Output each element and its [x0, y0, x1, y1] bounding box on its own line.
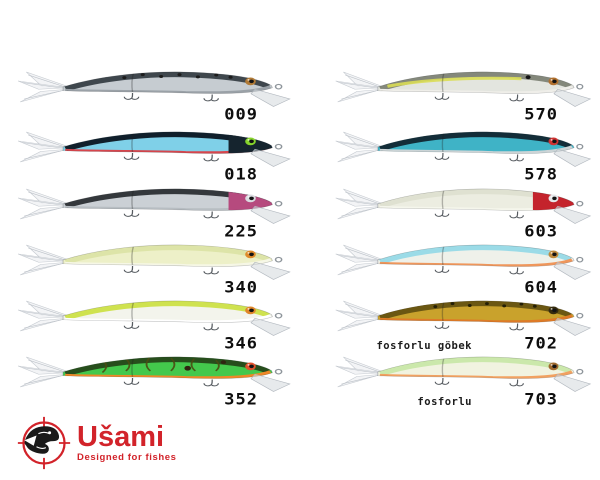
- lure-cell-604: 604: [330, 239, 598, 297]
- brand-text-block: Ušami Designed for fishes: [77, 421, 177, 464]
- lure-image: [335, 188, 591, 224]
- brand-logo: Ušami Designed for fishes: [16, 414, 177, 472]
- lure-cell-702: 702 fosforlu göbek: [330, 295, 598, 353]
- lure-cell-578: 578: [330, 126, 598, 184]
- lure-image: [335, 300, 591, 336]
- lure-image: [335, 131, 591, 167]
- lure-image: [335, 244, 591, 280]
- product-code-label: 570: [524, 105, 558, 124]
- lure-image: [17, 188, 291, 224]
- lure-cell-570: 570: [330, 66, 598, 124]
- product-code-label: 604: [524, 278, 558, 297]
- product-note-label: fosforlu göbek: [376, 340, 472, 352]
- lure-cell-340: 340: [12, 239, 298, 297]
- product-note-label: fosforlu: [417, 396, 472, 408]
- lure-image: [335, 356, 591, 392]
- lure-cell-225: 225: [12, 183, 298, 241]
- product-code-label: 346: [224, 334, 258, 353]
- product-code-label: 340: [224, 278, 258, 297]
- product-code-label: 352: [224, 390, 258, 409]
- lure-cell-018: 018: [12, 126, 298, 184]
- lure-image: [17, 300, 291, 336]
- product-code-label: 578: [524, 165, 558, 184]
- product-code-label: 702: [524, 334, 558, 353]
- product-code-label: 225: [224, 222, 258, 241]
- product-code-label: 603: [524, 222, 558, 241]
- lure-cell-603: 603: [330, 183, 598, 241]
- product-code-label: 703: [524, 390, 558, 409]
- lure-image: [17, 131, 291, 167]
- lure-image: [17, 356, 291, 392]
- lure-cell-352: 352: [12, 351, 298, 409]
- fish-crosshair-icon: [17, 416, 71, 470]
- lure-image: [17, 244, 291, 280]
- lure-cell-346: 346: [12, 295, 298, 353]
- lure-image: [335, 71, 591, 107]
- lure-image: [17, 71, 291, 107]
- lure-cell-703: 703 fosforlu: [330, 351, 598, 409]
- product-code-label: 018: [224, 165, 258, 184]
- brand-tagline: Designed for fishes: [77, 452, 177, 463]
- brand-name: Ušami: [77, 421, 165, 453]
- lure-cell-009: 009: [12, 66, 298, 124]
- product-code-label: 009: [224, 105, 258, 124]
